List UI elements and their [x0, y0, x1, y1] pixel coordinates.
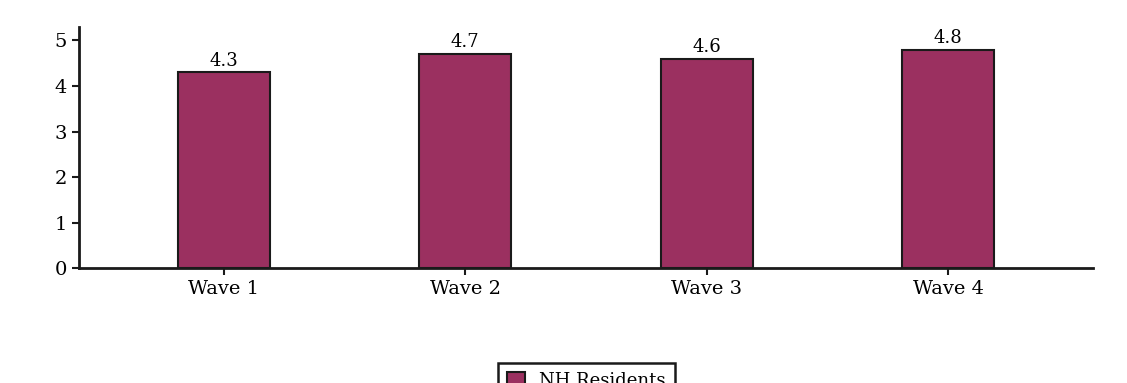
Text: 4.6: 4.6: [692, 38, 721, 56]
Text: 4.8: 4.8: [934, 29, 962, 47]
Legend: NH Residents: NH Residents: [497, 363, 675, 383]
Bar: [903, 49, 994, 268]
Text: 4.7: 4.7: [451, 33, 480, 51]
Bar: [660, 59, 753, 268]
Bar: [419, 54, 512, 268]
Bar: [178, 72, 269, 268]
Text: 4.3: 4.3: [210, 52, 238, 70]
